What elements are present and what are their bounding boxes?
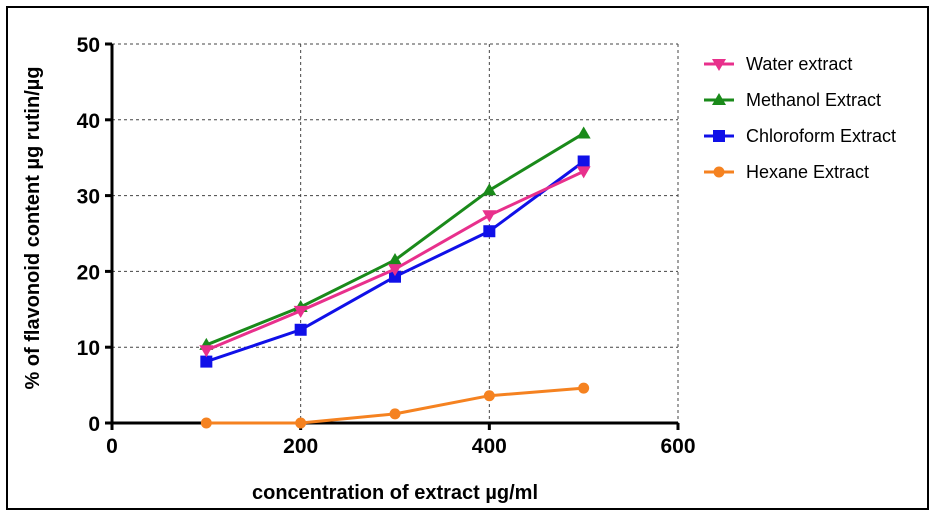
data-point	[294, 323, 307, 336]
data-point	[576, 126, 591, 139]
data-point	[577, 155, 590, 168]
data-point	[388, 253, 402, 266]
series-chloroform-extract	[200, 155, 590, 368]
y-tick-label: 20	[77, 261, 100, 284]
legend-label: Hexane Extract	[746, 162, 869, 182]
legend-item: Methanol Extract	[704, 90, 881, 110]
data-point	[200, 355, 213, 368]
x-axis-title: concentration of extract µg/ml	[252, 482, 538, 504]
legend-label: Methanol Extract	[746, 90, 881, 110]
series-group	[199, 126, 591, 429]
data-point	[483, 390, 495, 402]
data-point	[483, 225, 496, 238]
data-point	[295, 417, 307, 429]
legend-item: Water extract	[704, 54, 852, 74]
y-tick-label: 50	[77, 34, 100, 57]
legend-swatch-marker	[712, 93, 726, 105]
legend: Water extract Methanol Extract Chloroform …	[704, 54, 896, 182]
data-point	[200, 417, 212, 429]
y-tick-label: 0	[88, 413, 100, 436]
series-hexane-extract	[200, 382, 590, 429]
axes	[105, 42, 680, 430]
y-tick-label: 10	[77, 337, 100, 360]
x-tick-label: 600	[660, 435, 695, 458]
grid	[112, 43, 679, 423]
data-point	[578, 382, 590, 394]
x-tick-label: 200	[283, 435, 318, 458]
y-tick-labels: 0 10 20 30 40 50	[77, 34, 100, 436]
data-point	[293, 305, 308, 318]
data-point	[388, 264, 402, 277]
legend-swatch-marker	[713, 130, 725, 142]
series-line	[205, 132, 585, 347]
x-tick-label: 400	[472, 435, 507, 458]
legend-swatch-marker	[713, 166, 725, 178]
data-point	[482, 210, 497, 223]
legend-swatch-marker	[712, 59, 726, 71]
y-tick-label: 30	[77, 186, 100, 209]
data-point	[199, 345, 214, 358]
series-water-extract	[199, 166, 591, 358]
x-tick-labels: 0 200 400 600	[106, 435, 695, 458]
flavonoid-line-chart: 0 200 400 600 0 10 20 30 40 50 Water extract Meth…	[22, 34, 896, 504]
y-tick-label: 40	[77, 110, 100, 133]
legend-item: Hexane Extract	[704, 162, 869, 182]
x-tick-label: 0	[106, 435, 118, 458]
legend-label: Chloroform Extract	[746, 126, 896, 146]
data-point	[482, 183, 497, 196]
data-point	[389, 408, 401, 420]
chart-frame: 0 200 400 600 0 10 20 30 40 50 Water extract Meth…	[6, 6, 929, 510]
data-point	[576, 166, 591, 179]
legend-item: Chloroform Extract	[704, 126, 896, 146]
series-methanol-extract	[199, 126, 591, 350]
legend-label: Water extract	[746, 54, 852, 74]
data-point	[389, 270, 401, 283]
y-axis-title: % of flavonoid content µg rutin/µg	[22, 66, 44, 389]
